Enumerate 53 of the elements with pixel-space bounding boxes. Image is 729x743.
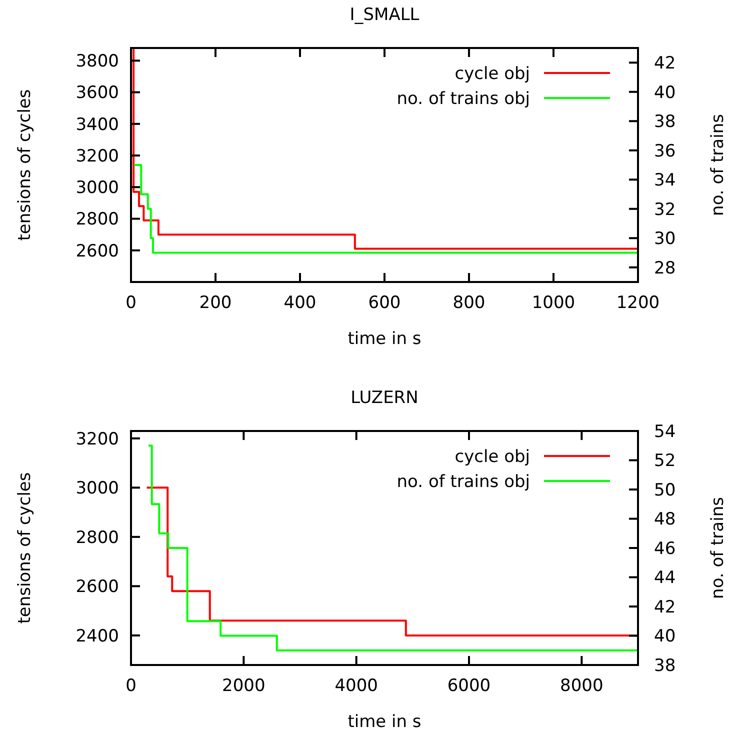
y2-tick-label: 42 (654, 597, 676, 618)
y2-tick-label: 40 (654, 626, 676, 647)
y-tick-label: 2600 (76, 241, 119, 262)
y-axis-title: tensions of cycles (15, 89, 35, 241)
y-tick-label: 3000 (76, 478, 119, 499)
y2-tick-label: 28 (654, 258, 676, 278)
x-tick-label: 4000 (334, 676, 378, 696)
chart-title: I_SMALL (350, 5, 420, 25)
y2-tick-label: 34 (654, 170, 676, 191)
y-tick-label: 3000 (76, 178, 119, 198)
legend-label: no. of trains obj (396, 472, 530, 492)
y2-tick-label: 40 (654, 82, 676, 103)
y2-tick-label: 38 (654, 656, 676, 676)
x-tick-label: 800 (452, 293, 486, 313)
x-tick-label: 400 (284, 293, 316, 313)
x-tick-label: 8000 (560, 676, 604, 696)
y-tick-label: 3200 (76, 146, 119, 166)
x-tick-label: 0 (126, 676, 136, 696)
y-tick-label: 3400 (76, 114, 119, 135)
y2-tick-label: 42 (654, 54, 676, 74)
x-tick-label: 600 (368, 293, 401, 313)
y-tick-label: 2600 (76, 577, 119, 598)
y2-tick-label: 36 (654, 141, 676, 162)
y2-tick-label: 38 (654, 112, 676, 132)
chart-title: LUZERN (350, 388, 418, 408)
x-tick-label: 200 (199, 293, 232, 313)
y-axis-title: tensions of cycles (15, 472, 35, 624)
y2-tick-label: 32 (654, 200, 676, 220)
legend-label: cycle obj (454, 64, 530, 84)
x-tick-label: 2000 (222, 676, 266, 696)
y2-axis-title: no. of trains (708, 496, 728, 599)
y2-tick-label: 52 (654, 451, 676, 472)
legend-label: no. of trains obj (396, 88, 530, 109)
y-tick-label: 3800 (76, 52, 119, 72)
x-axis-title: time in s (348, 712, 422, 732)
y-tick-label: 2400 (76, 626, 119, 646)
y2-tick-label: 48 (654, 510, 676, 530)
y-tick-label: 2800 (76, 210, 119, 230)
x-tick-label: 6000 (447, 676, 491, 696)
legend-label: cycle obj (454, 446, 530, 467)
y2-tick-label: 54 (654, 422, 676, 442)
y-tick-label: 3600 (76, 83, 119, 104)
y2-tick-label: 46 (654, 538, 676, 559)
x-tick-label: 1000 (532, 293, 576, 313)
y2-tick-label: 44 (654, 568, 676, 588)
y2-axis-title: no. of trains (708, 114, 728, 216)
y-tick-label: 2800 (76, 528, 119, 548)
x-axis-title: time in s (348, 329, 422, 349)
y2-tick-label: 30 (654, 229, 676, 250)
y-tick-label: 3200 (76, 429, 119, 450)
x-tick-label: 1200 (616, 293, 660, 313)
x-tick-label: 0 (126, 293, 136, 313)
y2-tick-label: 50 (654, 480, 676, 500)
